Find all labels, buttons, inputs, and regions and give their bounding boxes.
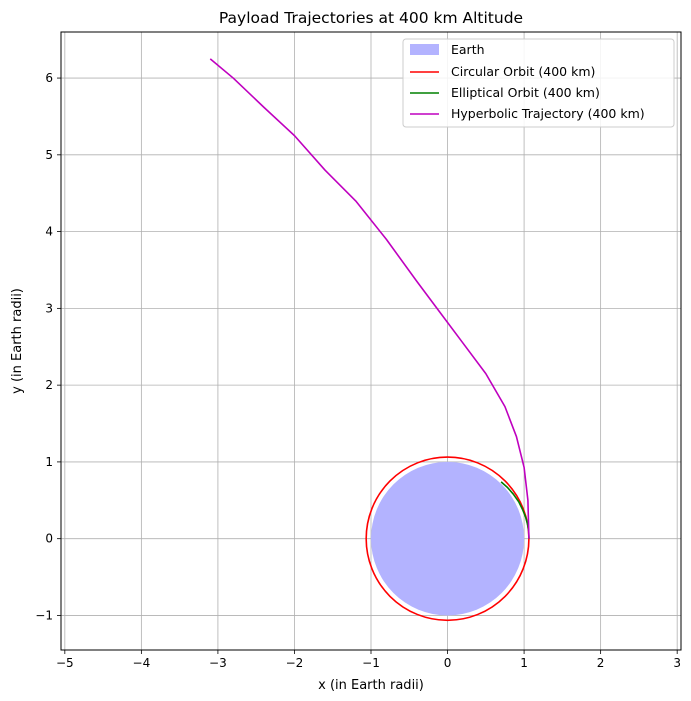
x-tick-label: −4 [133, 656, 151, 670]
y-axis-label: y (in Earth radii) [10, 288, 25, 394]
y-tick-label: −1 [35, 608, 53, 622]
data-layer [209, 58, 530, 622]
x-tick-label: 1 [520, 656, 528, 670]
y-tick-label: 0 [45, 532, 53, 546]
x-tick-label: −3 [209, 656, 227, 670]
x-tick-label: 0 [444, 656, 452, 670]
legend-box [402, 38, 675, 128]
legend-label-circular: Circular Orbit (400 km) [451, 64, 595, 79]
legend-label-elliptical: Elliptical Orbit (400 km) [451, 85, 600, 100]
x-tick-label: −2 [286, 656, 304, 670]
x-tick-label: 3 [673, 656, 681, 670]
chart-title: Payload Trajectories at 400 km Altitude [219, 9, 523, 27]
y-tick-label: 4 [45, 225, 53, 239]
legend-label-earth: Earth [451, 42, 485, 57]
legend: Earth Circular Orbit (400 km) Elliptical… [402, 38, 675, 128]
x-tick-label: 2 [597, 656, 605, 670]
y-tick-label: 1 [45, 455, 53, 469]
axis-ticks: −5 −4 −3 −2 −1 0 1 2 3 −1 0 1 2 3 4 5 6 [35, 71, 681, 670]
legend-swatch-earth [410, 44, 439, 55]
y-tick-label: 5 [45, 148, 53, 162]
x-tick-label: −1 [362, 656, 380, 670]
legend-label-hyperbolic: Hyperbolic Trajectory (400 km) [451, 106, 645, 121]
circular-orbit-line [365, 456, 530, 622]
hyperbolic-trajectory-line [209, 58, 530, 539]
x-tick-label: −5 [56, 656, 74, 670]
y-tick-label: 2 [45, 378, 53, 392]
y-tick-label: 6 [45, 71, 53, 85]
x-axis-label: x (in Earth radii) [318, 678, 424, 693]
earth-disk [371, 461, 525, 616]
y-tick-label: 3 [45, 301, 53, 315]
